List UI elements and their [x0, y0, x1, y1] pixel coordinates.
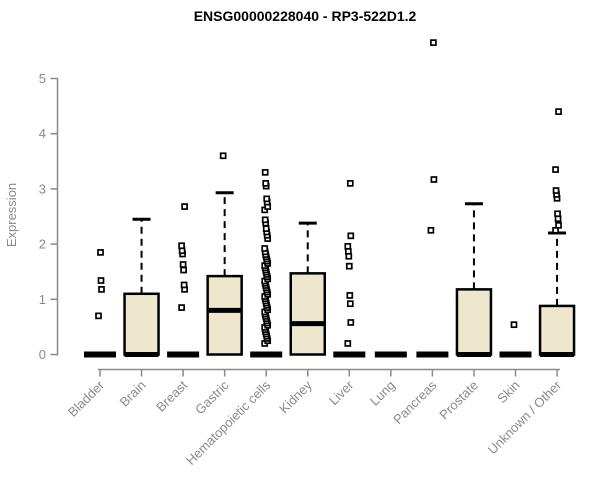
boxplot-pancreas-outlier-point	[430, 39, 437, 46]
y-tick-label: 5	[39, 71, 46, 86]
boxplot-breast-outlier-point	[180, 281, 188, 289]
boxplot-liver-outlier-point	[346, 300, 354, 308]
boxplot-breast-collapsed-box	[167, 351, 200, 358]
y-tick-label: 3	[39, 181, 46, 196]
boxplot-liver-outlier-point	[347, 319, 355, 326]
boxplot-hematopoietic-cells-outlier-point	[262, 225, 270, 232]
boxplot-liver-outlier-point	[347, 232, 355, 240]
boxplot-liver-outlier-point	[346, 180, 354, 187]
x-tick-label-lung: Lung	[367, 378, 398, 409]
x-tick-label-skin: Skin	[494, 378, 522, 406]
boxplot-unknown-other-outlier-point	[554, 210, 561, 218]
boxplot-pancreas-outlier-point	[430, 176, 438, 183]
x-tick-label-unknown-other: Unknown / Other	[485, 377, 565, 457]
boxplot-bladder-outlier-point	[97, 277, 105, 284]
boxplot-bladder-outlier-point	[97, 249, 104, 256]
boxplot-hematopoietic-cells-outlier-point	[263, 195, 271, 203]
boxplot-unknown-other-outlier-point	[555, 108, 562, 115]
boxplot-pancreas-outlier-point	[427, 226, 435, 234]
boxplot-liver-outlier-point	[345, 262, 353, 270]
boxplot-hematopoietic-cells-collapsed-box	[250, 351, 283, 358]
boxplot-skin-outlier-point	[510, 321, 518, 329]
boxplot-breast-outlier-point	[181, 203, 188, 210]
x-tick-label-gastric: Gastric	[192, 377, 232, 417]
boxplot-pancreas-collapsed-box	[416, 351, 449, 358]
boxplot-bladder-collapsed-box	[84, 351, 116, 358]
x-tick-label-pancreas: Pancreas	[390, 377, 440, 427]
boxplot-liver-outlier-point	[344, 242, 352, 250]
x-tick-label-liver: Liver	[326, 377, 357, 408]
boxplot-liver-collapsed-box	[333, 351, 366, 358]
boxplot-lung-collapsed-box	[374, 351, 407, 358]
boxplot-breast-outlier-point	[180, 266, 187, 274]
x-tick-label-kidney: Kidney	[276, 377, 315, 416]
y-tick-label: 4	[39, 126, 46, 141]
boxplot-liver-outlier-point	[346, 292, 354, 299]
chart-title: ENSG00000228040 - RP3-522D1.2	[193, 8, 417, 24]
x-tick-label-breast: Breast	[153, 377, 190, 414]
boxplot-gastric-box	[206, 274, 243, 356]
boxplot-unknown-other-outlier-point	[555, 221, 562, 229]
boxplot-breast-outlier-point	[178, 242, 185, 250]
boxplot-hematopoietic-cells-outlier-point	[261, 245, 269, 252]
boxplot-hematopoietic-cells-outlier-point	[262, 180, 270, 187]
boxplot-unknown-other-outlier-point	[552, 166, 559, 173]
boxplot-kidney-box	[289, 272, 326, 356]
boxplot-hematopoietic-cells-outlier-point	[261, 168, 269, 176]
boxplot-breast-outlier-point	[179, 261, 187, 268]
y-tick-label: 1	[39, 292, 46, 307]
boxplot-skin-collapsed-box	[499, 351, 532, 358]
x-tick-label-prostate: Prostate	[436, 378, 481, 423]
y-tick-label: 0	[39, 347, 46, 362]
boxplot-unknown-other-box	[538, 304, 576, 356]
boxplot-hematopoietic-cells-outlier-point	[261, 216, 269, 224]
boxplot-prostate-box	[455, 288, 493, 356]
boxplot-brain-box	[123, 292, 160, 356]
boxplot-bladder-outlier-point	[95, 312, 102, 320]
boxplot-liver-outlier-point	[344, 340, 352, 347]
boxplot-unknown-other-outlier-point	[552, 187, 560, 194]
boxplot-bladder-outlier-point	[98, 286, 105, 293]
x-tick-label-bladder: Bladder	[65, 377, 108, 420]
y-tick-label: 2	[39, 237, 46, 252]
x-tick-label-brain: Brain	[117, 378, 149, 410]
boxplot-breast-outlier-point	[178, 304, 185, 311]
boxplot-gastric-outlier-point	[219, 152, 227, 160]
